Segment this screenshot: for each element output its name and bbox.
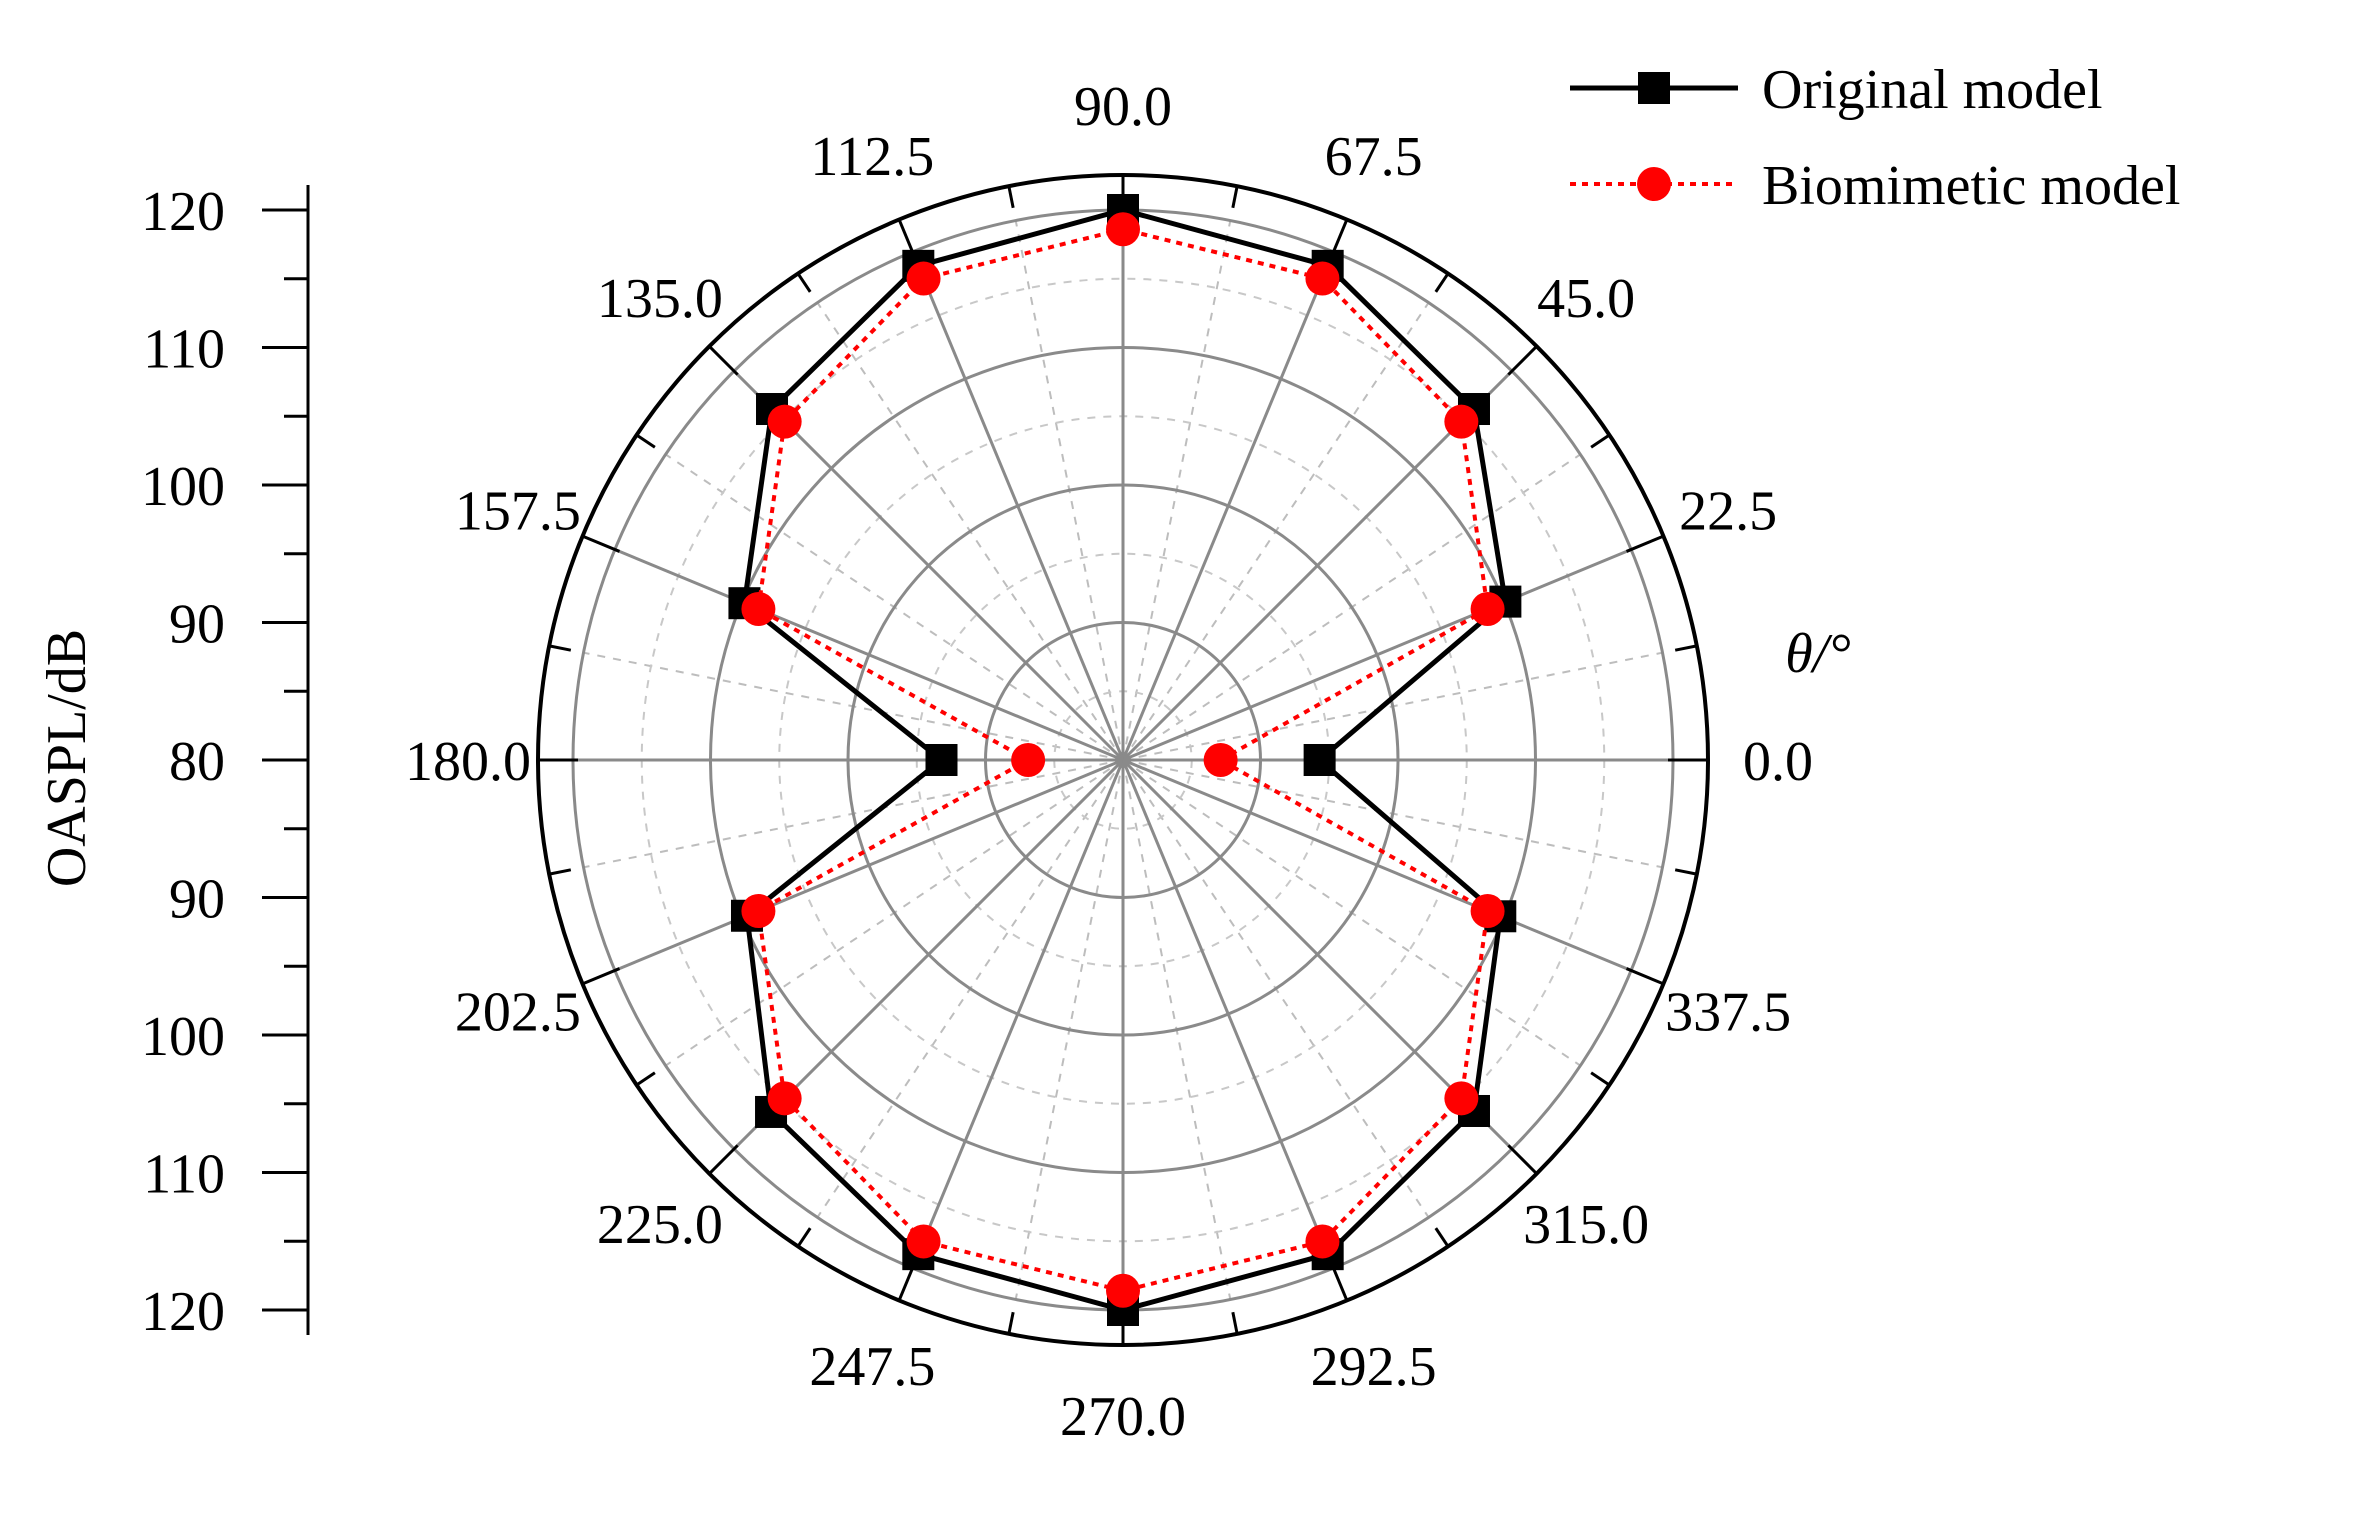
angular-tick [1007, 185, 1015, 209]
legend-item-biomimetic: Biomimetic model [1570, 155, 2180, 217]
angular-tick-label: 247.5 [809, 1336, 935, 1398]
angular-tick [581, 967, 621, 986]
angular-tick [1590, 433, 1611, 449]
angular-tick [796, 272, 812, 293]
angular-tick [581, 534, 621, 553]
angular-tick [1507, 1144, 1538, 1175]
angular-tick [708, 1144, 739, 1175]
legend: Original model Biomimetic model [1570, 59, 2180, 217]
angular-tick-label: 180.0 [405, 731, 531, 793]
angular-tick [1590, 1071, 1611, 1087]
angular-tick-label: 157.5 [455, 480, 581, 542]
legend-item-original: Original model [1570, 59, 2103, 121]
angular-tick [635, 433, 656, 449]
angular-axis-label: θ/° [1785, 623, 1850, 685]
data-point-biomimetic [767, 1081, 802, 1116]
angular-tick-label: 202.5 [455, 982, 581, 1044]
angular-tick-label: 112.5 [810, 126, 934, 188]
major-spoke [1121, 758, 1513, 1150]
major-spoke [911, 759, 1125, 1269]
angular-tick [548, 868, 572, 876]
angular-tick [1231, 1311, 1239, 1335]
major-spoke [1121, 370, 1513, 762]
angular-tick-label: 225.0 [597, 1194, 723, 1256]
data-point-biomimetic [1470, 894, 1505, 929]
data-point-biomimetic [1106, 1273, 1140, 1308]
legend-marker-biomimetic [1637, 167, 1671, 201]
angular-tick-label: 292.5 [1311, 1336, 1437, 1398]
data-point-biomimetic [1305, 1224, 1340, 1259]
major-spoke [1122, 758, 1632, 972]
angular-tick [1434, 272, 1450, 293]
data-point-biomimetic [1011, 743, 1046, 777]
data-point-original [1303, 744, 1336, 776]
angular-tick [1674, 868, 1698, 876]
legend-marker-original [1638, 72, 1670, 104]
data-point-biomimetic [906, 261, 941, 296]
angular-tick-label: 90.0 [1074, 76, 1172, 138]
angular-tick-label: 67.5 [1325, 126, 1423, 188]
radial-tick-label: 120 [141, 1281, 225, 1343]
angular-tick [1007, 1311, 1015, 1335]
radial-tick-label: 120 [141, 181, 225, 243]
angular-tick-label: 135.0 [597, 268, 723, 330]
data-point-original [925, 744, 958, 776]
series-group [728, 194, 1522, 1326]
data-point-biomimetic [1106, 212, 1140, 247]
data-point-biomimetic [741, 591, 776, 626]
major-spoke [1121, 251, 1335, 761]
angular-tick-label: 45.0 [1537, 268, 1635, 330]
angular-tick [1625, 967, 1665, 986]
angular-tick [1507, 345, 1538, 376]
radial-axis-label: OASPL/dB [36, 629, 98, 887]
angular-tick-label: 0.0 [1743, 731, 1813, 793]
angular-tick [1674, 644, 1698, 652]
radial-tick-label: 90 [169, 869, 225, 931]
data-point-biomimetic [741, 894, 776, 929]
radial-tick-label: 110 [143, 1144, 225, 1206]
angular-tick [635, 1071, 656, 1087]
major-spoke [614, 548, 1124, 762]
data-point-biomimetic [1203, 743, 1238, 777]
major-spoke [733, 758, 1125, 1150]
legend-label-original: Original model [1762, 59, 2103, 121]
angular-tick-label: 337.5 [1665, 982, 1791, 1044]
radial-tick-label: 100 [141, 1006, 225, 1068]
data-point-biomimetic [1444, 1081, 1479, 1116]
angular-tick [1625, 534, 1665, 553]
data-point-biomimetic [767, 404, 802, 439]
polar-grid [536, 173, 1710, 1347]
angular-tick-label: 270.0 [1060, 1386, 1186, 1448]
radial-tick-label: 110 [143, 319, 225, 381]
angular-tick-label: 22.5 [1679, 480, 1777, 542]
legend-label-biomimetic: Biomimetic model [1762, 155, 2180, 217]
radial-tick-label: 80 [169, 731, 225, 793]
angular-tick [1231, 185, 1239, 209]
data-point-biomimetic [906, 1224, 941, 1259]
major-spoke [911, 251, 1125, 761]
angular-tick [548, 644, 572, 652]
data-point-biomimetic [1305, 261, 1340, 296]
angular-tick [708, 345, 739, 376]
angular-tick [1434, 1227, 1450, 1248]
radial-tick-label: 90 [169, 594, 225, 656]
radial-tick-label: 100 [141, 456, 225, 518]
data-point-biomimetic [1444, 404, 1479, 439]
major-spoke [1121, 759, 1335, 1269]
angular-tick-label: 315.0 [1523, 1194, 1649, 1256]
major-spoke [614, 758, 1124, 972]
angular-tick [796, 1227, 812, 1248]
radial-axis: 120 110 100 90 80 90 100 110 120 [141, 181, 310, 1343]
angular-tick-labels: 0.0 22.5 45.0 67.5 90.0 112.5 135.0 157.5 180.0 2… [405, 76, 1813, 1448]
major-spoke [1122, 548, 1632, 762]
major-spoke [733, 370, 1125, 762]
data-point-biomimetic [1470, 591, 1505, 626]
